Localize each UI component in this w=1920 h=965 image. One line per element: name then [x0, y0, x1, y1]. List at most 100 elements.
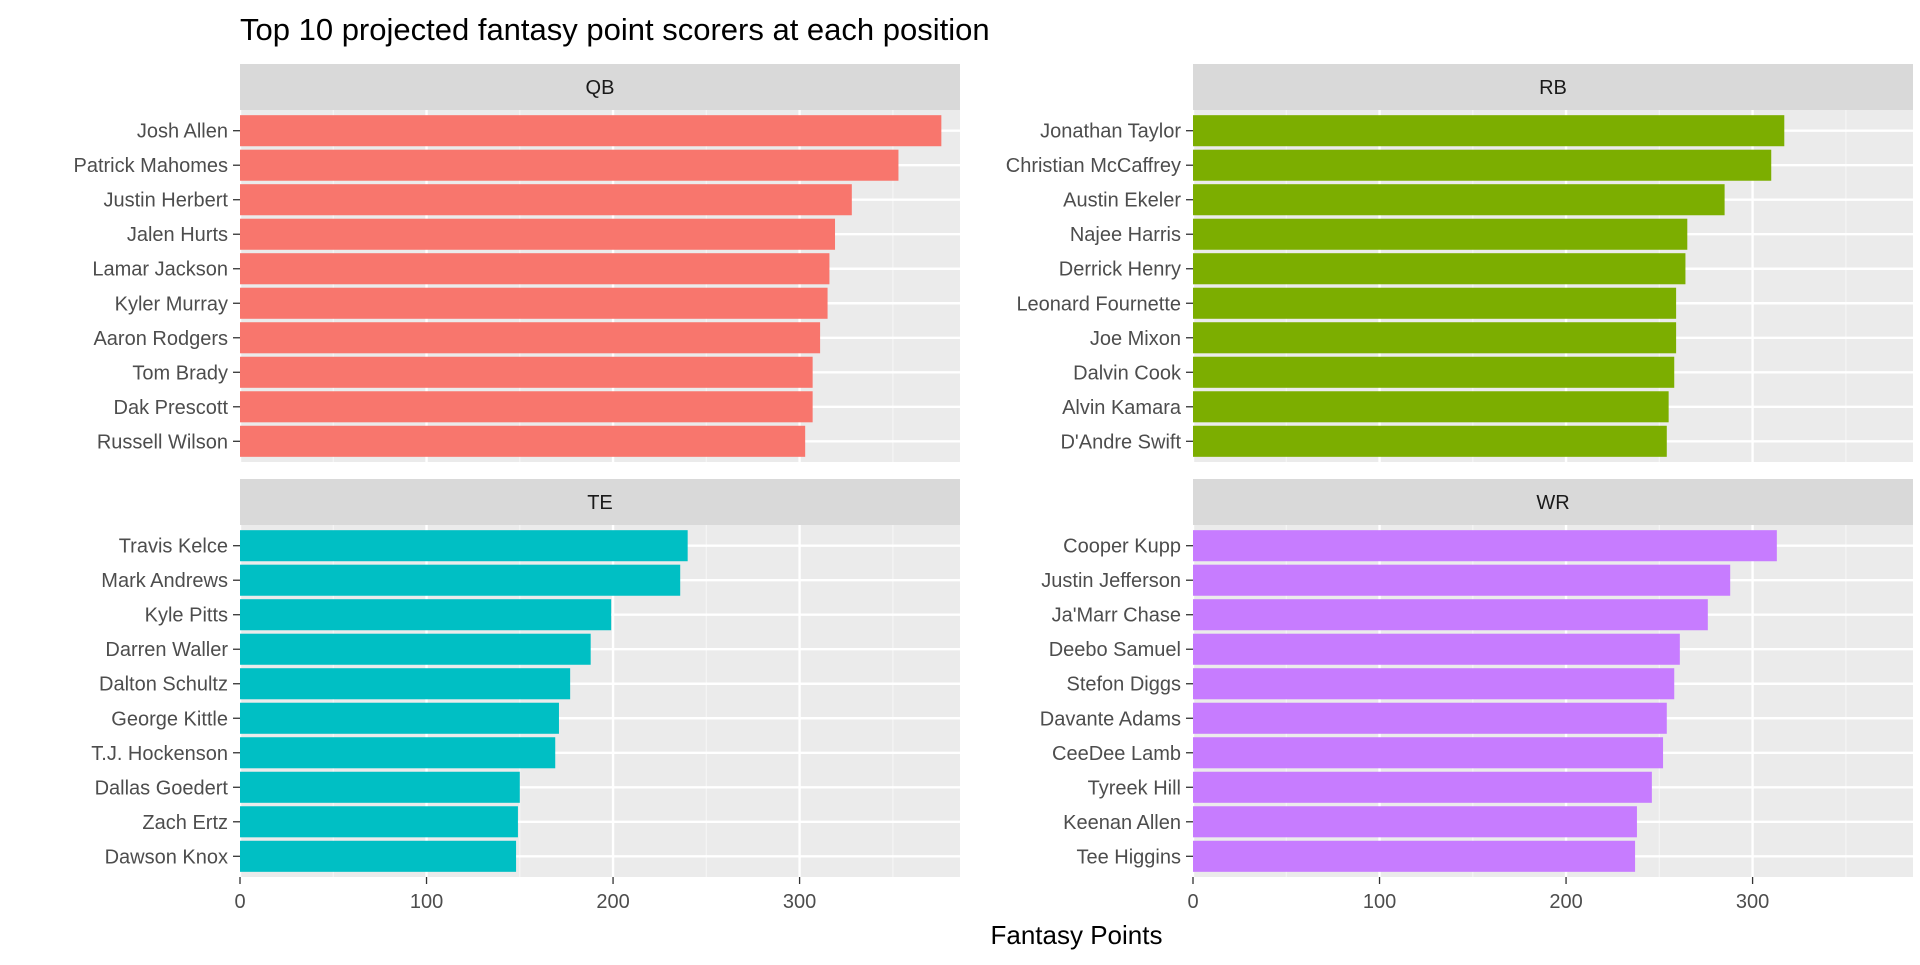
bar	[1193, 840, 1636, 872]
y-tick-label: CeeDee Lamb	[1052, 743, 1181, 765]
bar	[240, 425, 806, 457]
bar	[240, 840, 517, 872]
facet-strip	[240, 479, 960, 525]
bar	[240, 668, 571, 700]
facet-panel-qb: QB Josh Allen Patrick Mahomes Justin Herber…	[74, 64, 960, 462]
facet-strip	[1193, 479, 1913, 525]
bar	[240, 149, 899, 181]
bar	[1193, 356, 1675, 388]
y-tick-label: Josh Allen	[137, 121, 228, 143]
bar	[240, 218, 836, 250]
facet-strip-label: RB	[1539, 77, 1567, 99]
y-tick-label: Ja'Marr Chase	[1052, 605, 1181, 627]
bar	[1193, 771, 1652, 803]
y-tick-label: Patrick Mahomes	[74, 155, 229, 177]
bar	[1193, 668, 1675, 700]
y-tick-label: Lamar Jackson	[92, 259, 228, 281]
y-tick-label: Zach Ertz	[142, 812, 228, 834]
y-tick-label: Stefon Diggs	[1066, 674, 1181, 696]
y-tick-label: Aaron Rodgers	[93, 328, 228, 350]
bar	[1193, 425, 1667, 457]
bar	[240, 564, 681, 596]
y-tick-label: Najee Harris	[1070, 224, 1181, 246]
y-tick-label: Cooper Kupp	[1063, 536, 1181, 558]
facet-panel-te: TE Travis Kelce Mark Andrews Kyle Pitts Darr…	[91, 479, 960, 913]
y-tick-label: Dak Prescott	[114, 397, 229, 419]
bar	[1193, 564, 1731, 596]
y-tick-label: Austin Ekeler	[1063, 190, 1181, 212]
facet-panel-wr: WR Cooper Kupp Justin Jefferson Ja'Marr Cha…	[1040, 479, 1913, 913]
bar	[1193, 391, 1669, 423]
y-tick-label: Justin Jefferson	[1041, 570, 1181, 592]
bar	[240, 737, 556, 769]
y-tick-label: Kyle Pitts	[145, 605, 228, 627]
y-tick-label: Jalen Hurts	[127, 224, 228, 246]
bar	[240, 356, 813, 388]
facet-panel-rb: RB Jonathan Taylor Christian McCaffrey Aust…	[1006, 64, 1913, 462]
y-tick-label: Christian McCaffrey	[1006, 155, 1181, 177]
y-tick-label: Mark Andrews	[101, 570, 228, 592]
bar	[1193, 806, 1637, 838]
x-tick-label: 0	[234, 891, 245, 913]
y-tick-label: Justin Herbert	[104, 190, 229, 212]
bar	[1193, 599, 1708, 631]
facet-strip	[1193, 64, 1913, 110]
y-tick-label: Dalton Schultz	[99, 674, 228, 696]
x-tick-label: 100	[410, 891, 443, 913]
x-tick-label: 300	[1736, 891, 1769, 913]
x-tick-label: 0	[1187, 891, 1198, 913]
y-tick-label: Keenan Allen	[1063, 812, 1181, 834]
facet-strip-label: QB	[586, 77, 615, 99]
bar	[240, 530, 688, 562]
bar	[240, 115, 942, 147]
y-tick-label: Tee Higgins	[1076, 846, 1181, 868]
bar	[1193, 218, 1688, 250]
y-tick-label: Darren Waller	[105, 639, 228, 661]
y-tick-label: Russell Wilson	[97, 431, 228, 453]
bar	[1193, 702, 1667, 734]
y-tick-label: Alvin Kamara	[1062, 397, 1182, 419]
y-tick-label: Joe Mixon	[1090, 328, 1181, 350]
y-tick-label: Kyler Murray	[115, 293, 228, 315]
y-tick-label: Dallas Goedert	[95, 777, 229, 799]
y-tick-label: T.J. Hockenson	[91, 743, 228, 765]
y-tick-label: Jonathan Taylor	[1040, 121, 1181, 143]
y-tick-label: Dawson Knox	[105, 846, 228, 868]
bar	[240, 322, 821, 354]
bar	[1193, 530, 1777, 562]
bar	[240, 633, 591, 665]
y-tick-label: Tyreek Hill	[1088, 777, 1181, 799]
x-tick-label: 100	[1363, 891, 1396, 913]
bar	[1193, 633, 1680, 665]
y-tick-label: Deebo Samuel	[1049, 639, 1181, 661]
y-tick-label: D'Andre Swift	[1060, 431, 1181, 453]
bar	[240, 184, 852, 216]
x-tick-label: 300	[783, 891, 816, 913]
bar	[240, 771, 520, 803]
x-tick-label: 200	[596, 891, 629, 913]
bar	[1193, 184, 1725, 216]
x-axis-title: Fantasy Points	[991, 920, 1163, 950]
bar	[240, 253, 830, 285]
y-tick-label: Leonard Fournette	[1016, 293, 1181, 315]
bar	[1193, 115, 1785, 147]
bar	[1193, 149, 1772, 181]
y-tick-label: Derrick Henry	[1059, 259, 1181, 281]
y-tick-label: Tom Brady	[132, 362, 228, 384]
bar	[1193, 253, 1686, 285]
bar	[1193, 322, 1677, 354]
y-tick-label: George Kittle	[111, 708, 228, 730]
bar	[1193, 287, 1677, 319]
facet-strip-label: WR	[1536, 492, 1569, 514]
facet-strip-label: TE	[587, 492, 613, 514]
y-tick-label: Davante Adams	[1040, 708, 1181, 730]
y-tick-label: Dalvin Cook	[1073, 362, 1182, 384]
x-tick-label: 200	[1549, 891, 1582, 913]
bar	[240, 806, 518, 838]
bar	[240, 599, 612, 631]
bar	[240, 702, 559, 734]
bar	[240, 391, 813, 423]
bar	[1193, 737, 1664, 769]
